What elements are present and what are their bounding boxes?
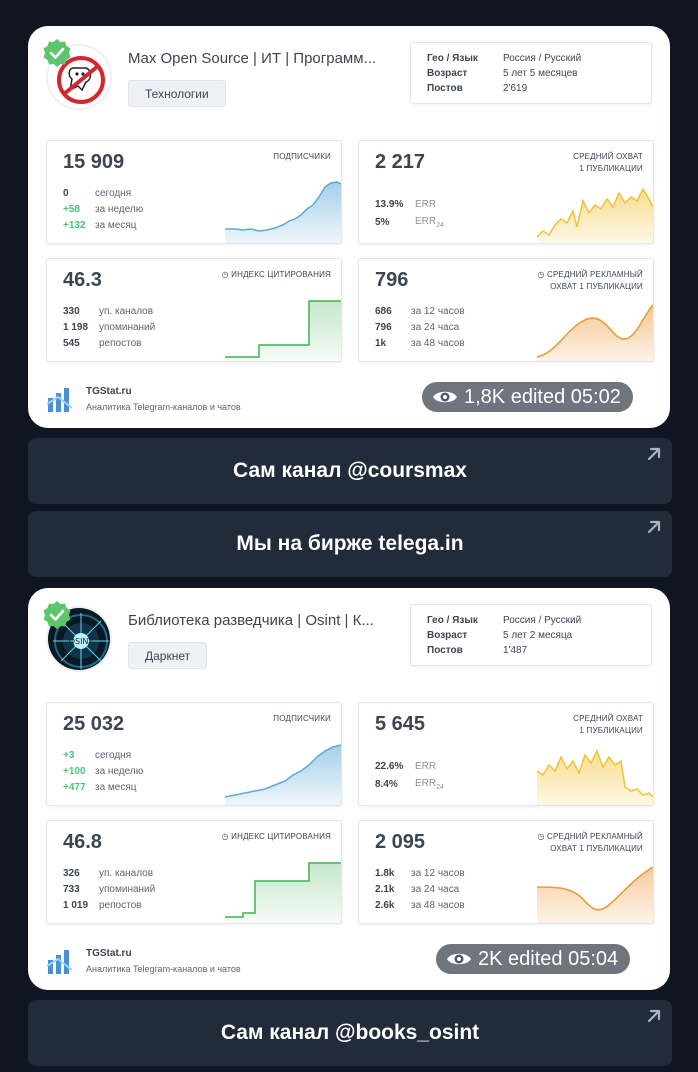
subscribers-sparkline [225,181,341,243]
views-count: 2K [478,947,503,970]
tgstat-card[interactable]: OSINT Библиотека разведчика | Osint | К.… [28,588,670,990]
clock-icon: ◷ [537,832,548,841]
reach-label: СРЕДНИЙ ОХВАТ 1 ПУБЛИКАЦИИ [573,714,643,735]
verified-badge-icon [43,39,71,67]
citation-label: ◷ ИНДЕКС ЦИТИРОВАНИЯ [221,832,331,841]
reach-label: СРЕДНИЙ ОХВАТ 1 ПУБЛИКАЦИИ [573,152,643,173]
ad-reach-sparkline [537,304,653,361]
info-row-age: Возраст 5 лет 2 месяца [427,630,573,641]
subscribers-panel: 25 032 ПОДПИСЧИКИ +3 сегодня +100 за недел… [46,702,342,806]
citation-sparkline [225,300,341,361]
button-label: Сам канал @coursmax [233,459,467,482]
tgstat-card[interactable]: Max Open Source | ИТ | Программ... Техно… [28,26,670,428]
svg-text:OSINT: OSINT [69,637,94,646]
ad-reach-panel: 796 ◷ СРЕДНИЙ РЕКЛАМНЫЙ ОХВАТ 1 ПУБЛИКАЦИ… [358,258,654,362]
external-arrow-icon [647,1009,661,1023]
button-label: Мы на бирже telega.in [236,532,464,555]
subscribers-panel: 15 909 ПОДПИСЧИКИ 0 сегодня +58 за неделю … [46,140,342,244]
views-badge: 2K edited 05:04 [436,944,631,974]
info-row-geo: Гео / Язык Россия / Русский [427,615,582,626]
category-tag[interactable]: Даркнет [128,642,208,669]
button-label: Сам канал @books_osint [220,1021,480,1044]
info-row-posts: Постов 2'619 [427,83,528,94]
citation-panel: 46.3 ◷ ИНДЕКС ЦИТИРОВАНИЯ 330 уп. каналов… [46,258,342,362]
tgstat-description: Аналитика Telegram-каналов и чатов [86,402,241,412]
reach-panel: 2 217 СРЕДНИЙ ОХВАТ 1 ПУБЛИКАЦИИ 13.9% ERR… [358,140,654,244]
info-row-age: Возраст 5 лет 5 месяцев [427,68,578,79]
subscribers-label: ПОДПИСЧИКИ [273,714,331,723]
channel-title[interactable]: Max Open Source | ИТ | Программ... [128,50,377,67]
channel-info-box: Гео / Язык Россия / Русский Возраст 5 лет … [410,42,652,104]
clock-icon: ◷ [221,832,232,841]
subscribers-sparkline [225,744,341,805]
info-row-geo: Гео / Язык Россия / Русский [427,53,582,64]
subscribers-label: ПОДПИСЧИКИ [273,152,331,161]
tgstat-logo-icon [46,950,73,974]
external-arrow-icon [647,447,661,461]
ad-reach-count: 796 [375,269,409,291]
clock-icon: ◷ [221,270,232,279]
views-badge: 1,8K edited 05:02 [422,382,633,412]
citation-sparkline [225,862,341,923]
info-row-posts: Постов 1'487 [427,645,528,656]
ad-reach-label: ◷ СРЕДНИЙ РЕКЛАМНЫЙ ОХВАТ 1 ПУБЛИКАЦИИ [537,832,643,853]
eye-icon [433,391,457,403]
channel-header: Max Open Source | ИТ | Программ... Техно… [28,26,670,134]
ad-reach-panel: 2 095 ◷ СРЕДНИЙ РЕКЛАМНЫЙ ОХВАТ 1 ПУБЛИКА… [358,820,654,924]
reach-count: 2 217 [375,151,426,173]
tgstat-logo-icon [46,388,73,412]
edited-time: edited 05:02 [510,385,621,408]
tgstat-name: TGStat.ru [86,948,132,959]
ad-reach-sparkline [537,866,653,923]
telega-exchange-button[interactable]: Мы на бирже telega.in [28,511,672,577]
channel-header: OSINT Библиотека разведчика | Osint | К.… [28,588,670,696]
category-tag[interactable]: Технологии [128,80,226,107]
subscribers-count: 25 032 [63,713,125,735]
clock-icon: ◷ [537,270,548,279]
edited-time: edited 05:04 [508,947,619,970]
citation-label: ◷ ИНДЕКС ЦИТИРОВАНИЯ [221,270,331,279]
channel-info-box: Гео / Язык Россия / Русский Возраст 5 лет … [410,604,652,666]
reach-count: 5 645 [375,713,426,735]
channel-title[interactable]: Библиотека разведчика | Osint | К... [128,612,374,629]
reach-panel: 5 645 СРЕДНИЙ ОХВАТ 1 ПУБЛИКАЦИИ 22.6% ERR… [358,702,654,806]
reach-sparkline [537,749,653,805]
channel-coursmax-button[interactable]: Сам канал @coursmax [28,438,672,504]
channel-books-osint-button[interactable]: Сам канал @books_osint [28,1000,672,1066]
eye-icon [447,953,471,965]
citation-index: 46.3 [63,269,102,291]
reach-sparkline [537,187,653,243]
tgstat-name: TGStat.ru [86,386,132,397]
tgstat-description: Аналитика Telegram-каналов и чатов [86,964,241,974]
verified-badge-icon [43,601,71,629]
subscribers-count: 15 909 [63,151,125,173]
citation-index: 46.8 [63,831,102,853]
external-arrow-icon [647,520,661,534]
views-count: 1,8K [464,385,506,408]
citation-panel: 46.8 ◷ ИНДЕКС ЦИТИРОВАНИЯ 326 уп. каналов… [46,820,342,924]
ad-reach-count: 2 095 [375,831,426,853]
ad-reach-label: ◷ СРЕДНИЙ РЕКЛАМНЫЙ ОХВАТ 1 ПУБЛИКАЦИИ [537,270,643,291]
